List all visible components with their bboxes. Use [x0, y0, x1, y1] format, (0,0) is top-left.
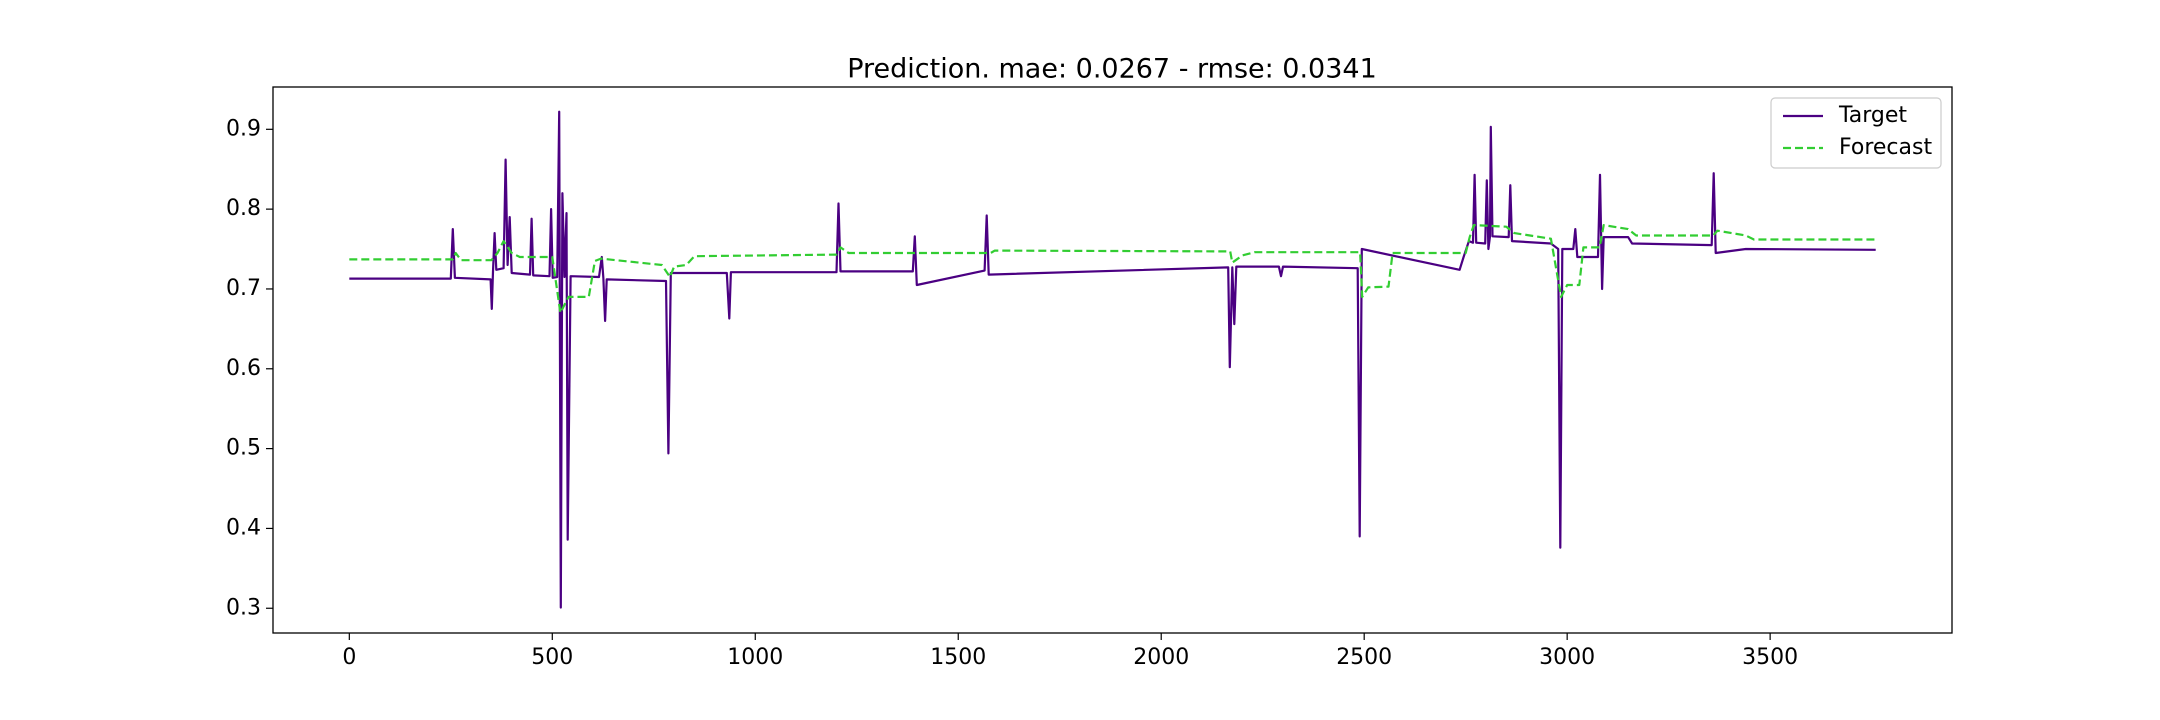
y-tick-label: 0.7 — [226, 276, 261, 301]
x-tick-label: 0 — [342, 645, 356, 670]
plot-frame — [272, 86, 1953, 634]
legend-label: Target — [1838, 103, 1907, 128]
x-tick-label: 3000 — [1539, 645, 1595, 670]
series-line — [349, 224, 1876, 314]
x-tick-label: 1500 — [930, 645, 986, 670]
x-tick-label: 1000 — [727, 645, 783, 670]
x-tick-label: 2000 — [1133, 645, 1189, 670]
x-tick-label: 3500 — [1742, 645, 1798, 670]
y-tick-label: 0.3 — [226, 595, 261, 620]
y-tick-label: 0.4 — [226, 515, 261, 540]
chart-title: Prediction. mae: 0.0267 - rmse: 0.0341 — [847, 54, 1377, 85]
legend-label: Forecast — [1839, 135, 1932, 160]
y-tick-label: 0.5 — [226, 436, 261, 461]
y-tick-label: 0.6 — [226, 356, 261, 381]
x-tick-label: 500 — [531, 645, 573, 670]
y-tick-label: 0.8 — [226, 196, 261, 221]
series-line — [349, 110, 1876, 609]
y-tick-label: 0.9 — [226, 116, 261, 141]
x-tick-label: 2500 — [1336, 645, 1392, 670]
